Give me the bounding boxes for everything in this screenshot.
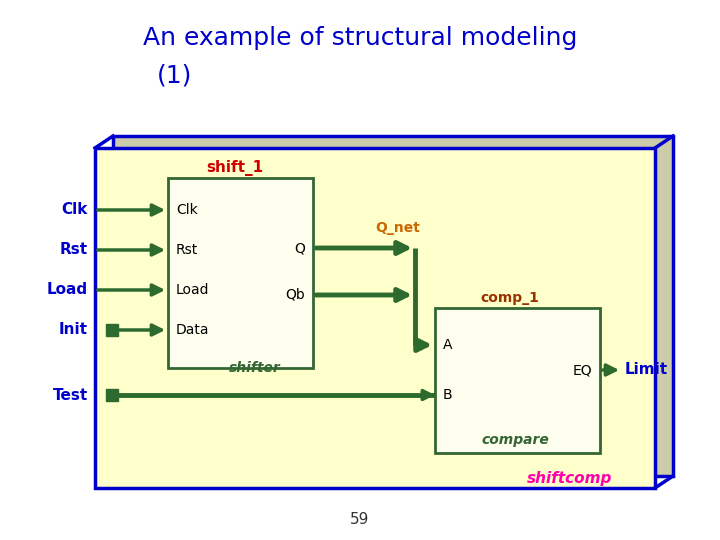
Text: Rst: Rst xyxy=(60,242,88,258)
Text: B: B xyxy=(443,388,453,402)
Text: Clk: Clk xyxy=(176,203,198,217)
Text: Clk: Clk xyxy=(62,202,88,218)
Bar xyxy=(113,136,673,476)
Text: Rst: Rst xyxy=(176,243,198,257)
Text: shifter: shifter xyxy=(229,361,281,375)
Text: (1): (1) xyxy=(157,63,193,87)
Text: A: A xyxy=(443,338,452,352)
Text: Test: Test xyxy=(53,388,88,402)
Text: Load: Load xyxy=(47,282,88,298)
Text: Init: Init xyxy=(59,322,88,338)
Text: Data: Data xyxy=(176,323,210,337)
Text: compare: compare xyxy=(481,433,549,447)
Text: Q_net: Q_net xyxy=(375,221,420,235)
Text: EQ: EQ xyxy=(572,363,592,377)
Text: Q: Q xyxy=(294,241,305,255)
Text: An example of structural modeling: An example of structural modeling xyxy=(143,26,577,50)
Text: shiftcomp: shiftcomp xyxy=(527,470,613,485)
Text: shift_1: shift_1 xyxy=(207,160,264,176)
Text: comp_1: comp_1 xyxy=(480,291,539,305)
Text: Load: Load xyxy=(176,283,210,297)
Text: 59: 59 xyxy=(351,512,369,528)
Text: Limit: Limit xyxy=(625,362,668,377)
Bar xyxy=(168,178,313,368)
Text: Qb: Qb xyxy=(285,288,305,302)
Bar xyxy=(435,308,600,453)
Bar xyxy=(95,148,655,488)
